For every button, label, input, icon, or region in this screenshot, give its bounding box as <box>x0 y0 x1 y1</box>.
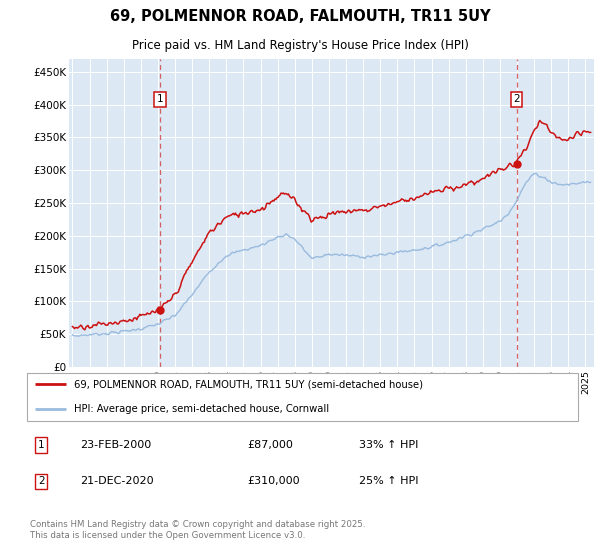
Text: Contains HM Land Registry data © Crown copyright and database right 2025.
This d: Contains HM Land Registry data © Crown c… <box>29 520 365 539</box>
Text: 21-DEC-2020: 21-DEC-2020 <box>80 477 154 486</box>
FancyBboxPatch shape <box>27 373 578 421</box>
Text: 1: 1 <box>38 440 44 450</box>
Text: 25% ↑ HPI: 25% ↑ HPI <box>359 477 418 486</box>
Text: 2: 2 <box>38 477 44 486</box>
Text: HPI: Average price, semi-detached house, Cornwall: HPI: Average price, semi-detached house,… <box>74 404 329 414</box>
Text: 69, POLMENNOR ROAD, FALMOUTH, TR11 5UY (semi-detached house): 69, POLMENNOR ROAD, FALMOUTH, TR11 5UY (… <box>74 379 423 389</box>
Text: £87,000: £87,000 <box>247 440 293 450</box>
Text: 1: 1 <box>157 95 163 104</box>
Text: 23-FEB-2000: 23-FEB-2000 <box>80 440 151 450</box>
Text: 33% ↑ HPI: 33% ↑ HPI <box>359 440 418 450</box>
Text: Price paid vs. HM Land Registry's House Price Index (HPI): Price paid vs. HM Land Registry's House … <box>131 39 469 53</box>
Text: 2: 2 <box>513 95 520 104</box>
Text: 69, POLMENNOR ROAD, FALMOUTH, TR11 5UY: 69, POLMENNOR ROAD, FALMOUTH, TR11 5UY <box>110 9 490 24</box>
Text: £310,000: £310,000 <box>247 477 300 486</box>
